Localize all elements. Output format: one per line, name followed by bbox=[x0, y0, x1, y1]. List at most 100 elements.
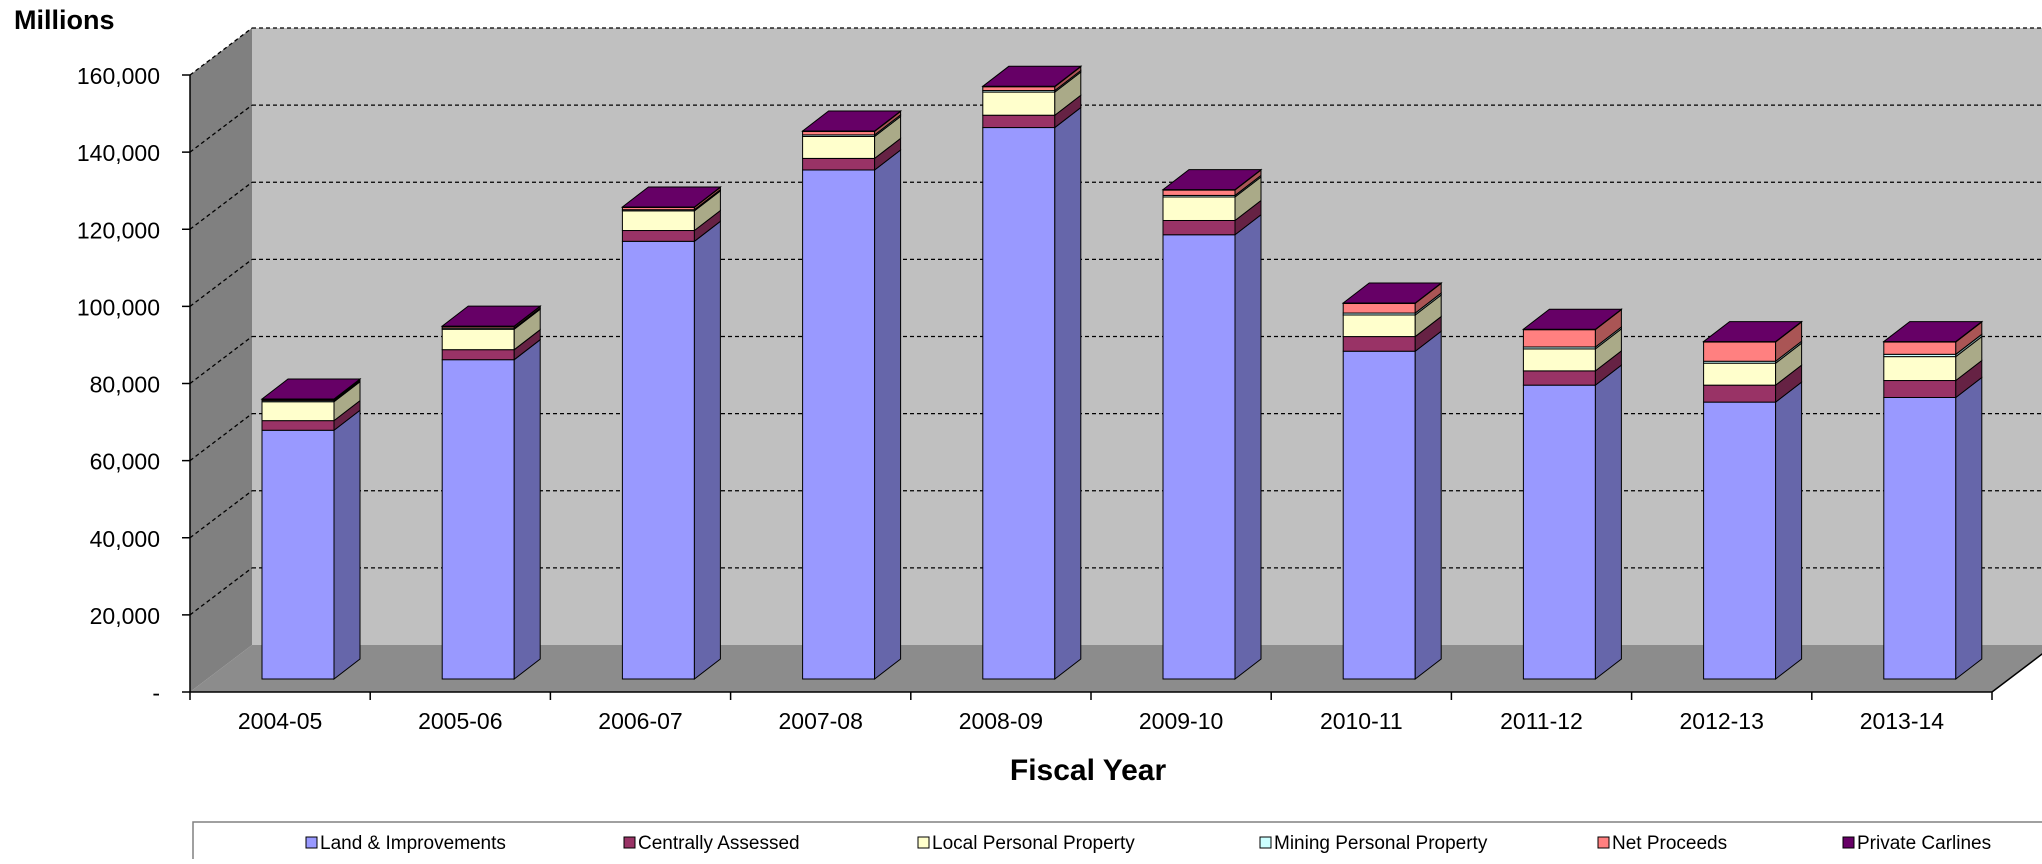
gridline-diagonal bbox=[189, 181, 253, 230]
bar-segment bbox=[1342, 302, 1416, 314]
bar-top bbox=[1702, 321, 1804, 343]
bar-segment-side bbox=[513, 338, 541, 681]
bar-segment-side bbox=[1775, 381, 1803, 681]
y-tick-label: 60,000 bbox=[90, 449, 160, 475]
x-axis-title: Fiscal Year bbox=[1010, 754, 1167, 787]
bar-top bbox=[981, 65, 1083, 87]
legend-label: Mining Personal Property bbox=[1274, 833, 1488, 854]
bar-segment bbox=[1883, 356, 1957, 382]
legend-swatch bbox=[623, 836, 636, 849]
bar-segment bbox=[1703, 401, 1777, 680]
legend-swatch bbox=[1842, 836, 1855, 849]
y-axis: - 20,000 40,000 60,000 80,000 100,000 120,000 1… bbox=[77, 63, 191, 706]
y-axis-title: Millions bbox=[14, 5, 115, 35]
bar-segment bbox=[441, 349, 515, 361]
bar-segment-side bbox=[1054, 106, 1082, 681]
bar-stack bbox=[620, 185, 722, 681]
bar-segment bbox=[1522, 384, 1596, 680]
gridline-diagonal bbox=[189, 258, 253, 307]
bar-segment bbox=[1883, 341, 1957, 355]
gridline-diagonal bbox=[189, 413, 253, 462]
gridline-diagonal bbox=[189, 490, 253, 539]
legend-swatch bbox=[917, 836, 930, 849]
bars bbox=[260, 65, 1984, 681]
legend-item: Mining Personal Property bbox=[1259, 833, 1488, 854]
bar-segment bbox=[802, 135, 876, 159]
bar-top bbox=[260, 378, 362, 400]
bar-stack bbox=[1702, 320, 1804, 681]
legend-item: Centrally Assessed bbox=[623, 833, 800, 854]
legend-swatch bbox=[1259, 836, 1272, 849]
bar-stack bbox=[440, 305, 542, 681]
legend-swatch bbox=[305, 836, 318, 849]
bar-segment bbox=[1342, 350, 1416, 680]
legend-item: Private Carlines bbox=[1842, 833, 1991, 854]
bar-top bbox=[440, 305, 542, 327]
x-tick-label: 2008-09 bbox=[959, 708, 1043, 734]
bar-segment-side bbox=[874, 148, 902, 681]
bar-segment bbox=[261, 429, 335, 680]
gridline-diagonal bbox=[189, 27, 253, 76]
bar-stack bbox=[981, 65, 1083, 681]
x-tick-label: 2010-11 bbox=[1320, 708, 1403, 734]
x-tick-label: 2004-05 bbox=[238, 708, 322, 734]
bar-segment bbox=[261, 401, 335, 422]
bar-segment bbox=[441, 359, 515, 680]
bar-segment bbox=[1522, 329, 1596, 348]
bar-segment bbox=[982, 91, 1056, 116]
bar-stack bbox=[260, 378, 362, 681]
bar-top bbox=[1882, 321, 1984, 343]
bar-segment-side bbox=[1234, 213, 1262, 681]
x-tick-label: 2012-13 bbox=[1679, 708, 1763, 734]
x-tick-label: 2013-14 bbox=[1860, 708, 1945, 734]
bar-segment bbox=[1162, 219, 1236, 236]
bar-top bbox=[620, 186, 722, 208]
bar-segment bbox=[1883, 380, 1957, 398]
bar-segment bbox=[441, 328, 515, 351]
legend-label: Net Proceeds bbox=[1612, 833, 1727, 854]
y-tick-label: 80,000 bbox=[90, 372, 160, 398]
legend-frame bbox=[192, 821, 2042, 864]
bar-segment-side bbox=[333, 409, 361, 681]
x-tick-label: 2011-12 bbox=[1500, 708, 1583, 734]
bar-segment bbox=[1162, 196, 1236, 221]
x-tick-label: 2007-08 bbox=[778, 708, 862, 734]
bar-segment-side bbox=[1414, 330, 1442, 681]
bar-stack bbox=[1341, 282, 1443, 681]
gridline-diagonal bbox=[189, 335, 253, 385]
bar-segment bbox=[802, 169, 876, 680]
y-tick-label: 20,000 bbox=[90, 603, 160, 629]
bar-segment bbox=[1703, 384, 1777, 403]
bar-segment bbox=[1342, 314, 1416, 338]
y-tick-label: 140,000 bbox=[77, 140, 160, 166]
bar-segment bbox=[1522, 370, 1596, 386]
bar-segment bbox=[1703, 362, 1777, 386]
y-tick-label: 120,000 bbox=[77, 217, 160, 243]
bar-segment bbox=[1883, 396, 1957, 680]
bar-segment bbox=[1703, 341, 1777, 362]
x-tick-label: 2009-10 bbox=[1139, 708, 1223, 734]
bar-segment bbox=[261, 420, 335, 431]
bar-segment-side bbox=[1594, 364, 1622, 681]
legend: Land & Improvements Centrally Assessed Loc… bbox=[192, 821, 2042, 864]
legend-swatch bbox=[1597, 836, 1610, 849]
gridline-diagonal bbox=[189, 104, 253, 153]
bar-segment bbox=[621, 210, 695, 232]
x-axis: 2004-05 2005-06 2006-07 2007-08 2008-09 2009-… bbox=[189, 653, 2042, 734]
y-tick-label: 100,000 bbox=[77, 294, 160, 320]
bar-segment-side bbox=[693, 220, 721, 681]
legend-label: Local Personal Property bbox=[932, 833, 1135, 854]
bar-segment bbox=[1162, 234, 1236, 680]
y-tick-label: 160,000 bbox=[77, 63, 160, 89]
bar-segment bbox=[1162, 189, 1236, 196]
gridline-diagonal bbox=[189, 567, 253, 616]
bar-segment bbox=[802, 157, 876, 171]
bar-top bbox=[1341, 282, 1443, 304]
legend-item: Local Personal Property bbox=[917, 833, 1135, 854]
bar-segment bbox=[982, 114, 1056, 129]
legend-item: Net Proceeds bbox=[1597, 833, 1727, 854]
bar-stack bbox=[801, 110, 903, 681]
y-tick-label: - bbox=[152, 680, 160, 706]
